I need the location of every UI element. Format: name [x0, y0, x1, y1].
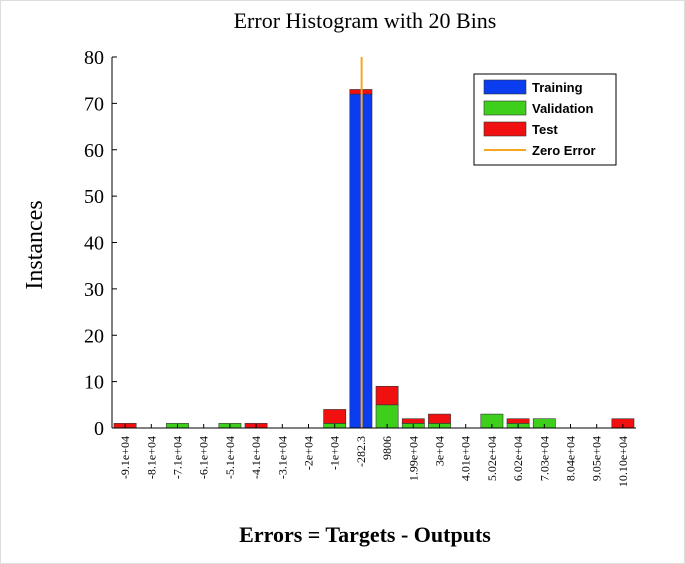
x-tick-label: 9.05e+04: [590, 436, 604, 481]
x-tick-label: -7.1e+04: [171, 436, 185, 479]
y-tick-label: 0: [94, 418, 104, 440]
y-tick-label: 20: [84, 325, 104, 347]
x-tick-label: -2e+04: [302, 436, 316, 470]
y-tick-label: 60: [84, 140, 104, 162]
bar-segment: [428, 413, 451, 424]
x-tick-label: 3e+04: [433, 436, 447, 466]
legend-label: Validation: [532, 101, 593, 116]
x-axis-title: Errors = Targets - Outputs: [239, 522, 491, 547]
y-tick-label: 70: [84, 93, 104, 115]
x-tick-label: 10.10e+04: [616, 436, 630, 487]
legend-swatch: [483, 79, 527, 95]
x-tick-label: -8.1e+04: [144, 436, 158, 479]
bar-segment: [401, 418, 425, 424]
y-tick-label: 50: [84, 186, 104, 208]
x-tick-label: 7.03e+04: [537, 436, 551, 481]
x-tick-label: -4.1e+04: [249, 436, 263, 479]
x-tick-label: -1e+04: [328, 436, 342, 470]
legend-label: Training: [532, 80, 583, 95]
x-tick-label: -6.1e+04: [197, 436, 211, 479]
legend-swatch: [483, 121, 527, 137]
y-axis-title: Instances: [22, 200, 48, 289]
y-tick-label: 10: [84, 372, 104, 394]
x-tick-label: 6.02e+04: [511, 436, 525, 481]
y-tick-label: 80: [84, 47, 104, 69]
y-tick-label: 40: [84, 233, 104, 255]
x-tick-label: -5.1e+04: [223, 436, 237, 479]
x-tick-label: 4.01e+04: [459, 436, 473, 481]
x-tick-label: 8.04e+04: [564, 436, 578, 481]
legend-label: Test: [532, 122, 558, 137]
x-tick-label: -282.3: [354, 436, 368, 467]
chart-title: Error Histogram with 20 Bins: [234, 8, 497, 33]
x-tick-label: -9.1e+04: [118, 436, 132, 479]
x-tick-label: -3.1e+04: [275, 436, 289, 479]
bar-segment: [323, 409, 347, 424]
bar-segment: [375, 385, 399, 406]
y-tick-label: 30: [84, 279, 104, 301]
x-tick-label: 1.99e+04: [406, 436, 420, 481]
x-tick-label: 5.02e+04: [485, 436, 499, 481]
x-tick-label: 9806: [380, 436, 394, 460]
bar-segment: [506, 418, 530, 424]
legend-label: Zero Error: [532, 143, 596, 158]
legend-swatch: [483, 100, 527, 116]
